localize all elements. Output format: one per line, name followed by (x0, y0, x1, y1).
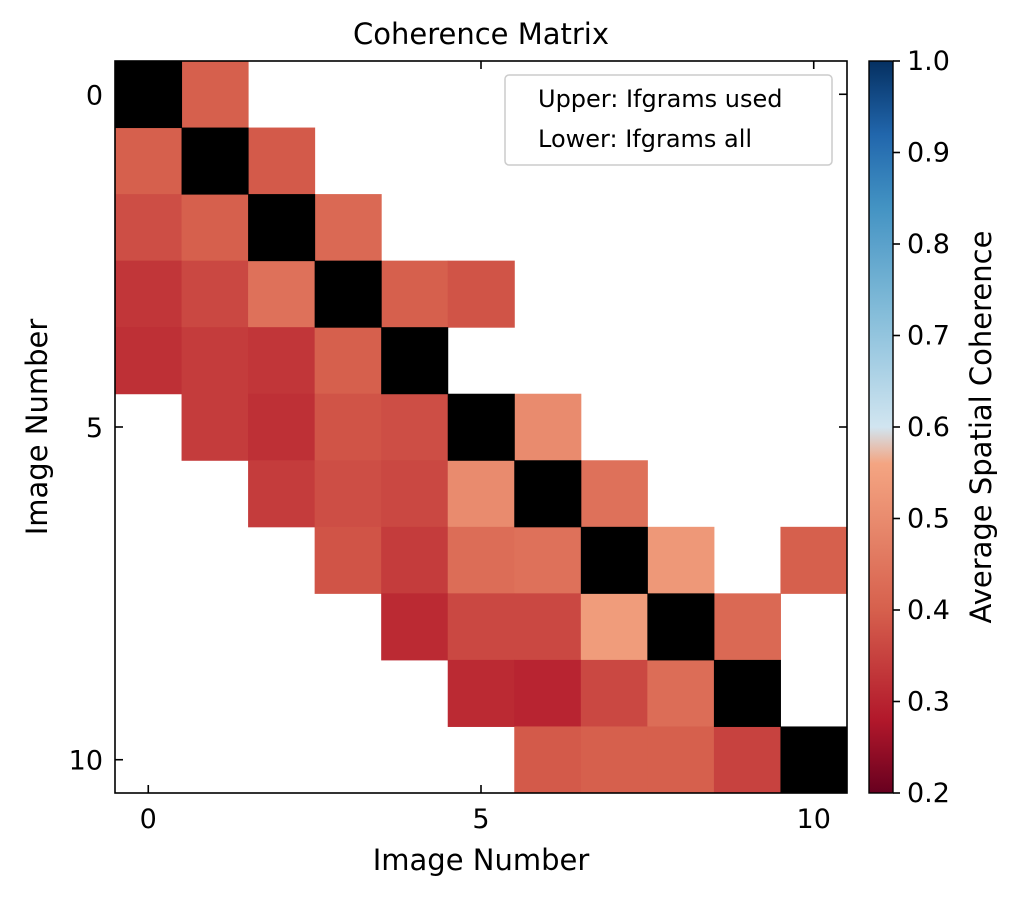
x-tick-label: 10 (797, 804, 831, 835)
legend-box: Upper: Ifgrams used Lower: Ifgrams all (504, 74, 833, 166)
heatmap-cell (381, 593, 449, 661)
heatmap-cell (447, 593, 515, 661)
y-tick-label: 0 (86, 80, 103, 111)
x-tick-label: 5 (472, 804, 489, 835)
colorbar-tick-label: 0.2 (907, 778, 950, 809)
colorbar-ticks: 0.2 0.3 0.4 0.5 0.6 0.7 0.8 0.9 1.0 (893, 46, 950, 809)
heatmap-diagonal-cell (115, 61, 183, 129)
heatmap-diagonal-cell (381, 327, 449, 395)
colorbar-gradient (868, 60, 894, 794)
heatmap-cell (248, 260, 316, 328)
heatmap-cell (580, 726, 648, 794)
heatmap-cell (181, 260, 249, 328)
heatmap-cell (514, 526, 582, 594)
heatmap-cell (780, 526, 848, 594)
heatmap-cell (514, 393, 582, 461)
colorbar-tick-label: 1.0 (907, 46, 950, 77)
colorbar-tick-label: 0.3 (907, 687, 950, 718)
x-axis-ticks: 0 5 10 (140, 61, 831, 835)
colorbar-tick-label: 0.9 (907, 138, 950, 169)
heatmap-cell (314, 526, 382, 594)
colorbar: 0.2 0.3 0.4 0.5 0.6 0.7 0.8 0.9 1.0 Average Spat… (868, 46, 998, 809)
heatmap-cell (514, 659, 582, 727)
colorbar-tick-label: 0.6 (907, 412, 950, 443)
y-tick-label: 10 (69, 746, 103, 777)
x-tick-label: 0 (140, 804, 157, 835)
heatmap-diagonal-cell (314, 260, 382, 328)
heatmap-cell (447, 659, 515, 727)
chart-title: Coherence Matrix (353, 17, 609, 51)
heatmap-cell (181, 393, 249, 461)
y-axis-ticks: 0 5 10 (69, 80, 847, 777)
heatmap-cell (514, 726, 582, 794)
heatmap-cell (314, 460, 382, 528)
heatmap-cell (381, 260, 449, 328)
heatmap-cell (181, 61, 249, 129)
heatmap-diagonal-cell (181, 127, 249, 195)
legend-entry-lower: Lower: Ifgrams all (538, 125, 752, 153)
colorbar-tick-label: 0.5 (907, 504, 950, 535)
heatmap-cell (647, 659, 715, 727)
heatmap-cell (381, 393, 449, 461)
heatmap-diagonal-cell (713, 659, 781, 727)
heatmap-cell (447, 526, 515, 594)
colorbar-tick-label: 0.7 (907, 321, 950, 352)
heatmap-cell (647, 526, 715, 594)
heatmap-cell (447, 260, 515, 328)
heatmap-diagonal-cell (580, 526, 648, 594)
legend-frame (504, 74, 833, 166)
heatmap-cell (115, 327, 183, 395)
heatmap-cell (248, 460, 316, 528)
heatmap-cell (447, 460, 515, 528)
heatmap-cell (314, 194, 382, 262)
colorbar-tick-label: 0.4 (907, 595, 950, 626)
colorbar-label: Average Spatial Coherence (964, 231, 998, 624)
heatmap-cell (314, 393, 382, 461)
heatmap-diagonal-cell (780, 726, 848, 794)
heatmap-diagonal-cell (248, 194, 316, 262)
heatmap-diagonal-cell (514, 460, 582, 528)
heatmap-cell (381, 460, 449, 528)
heatmap-cell (314, 327, 382, 395)
heatmap-cell (647, 726, 715, 794)
heatmap-cell (580, 659, 648, 727)
heatmap-cell (248, 327, 316, 395)
heatmap-cell (713, 593, 781, 661)
heatmap-cell (248, 127, 316, 195)
heatmap-diagonal-cell (447, 393, 515, 461)
heatmap-cell (181, 194, 249, 262)
y-tick-label: 5 (86, 413, 103, 444)
heatmap-cell (713, 726, 781, 794)
x-axis-label: Image Number (373, 843, 590, 877)
heatmap-cell (115, 260, 183, 328)
heatmap-cell (115, 127, 183, 195)
colorbar-tick-label: 0.8 (907, 229, 950, 260)
heatmap-cell (248, 393, 316, 461)
heatmap-cell (381, 526, 449, 594)
heatmap-cell (115, 194, 183, 262)
heatmap-diagonal-cell (647, 593, 715, 661)
y-axis-label: Image Number (20, 319, 54, 536)
heatmap-cell (580, 460, 648, 528)
heatmap-cell (181, 327, 249, 395)
heatmap-cells (115, 61, 848, 794)
legend-entry-upper: Upper: Ifgrams used (538, 85, 783, 113)
heatmap-cell (580, 593, 648, 661)
heatmap-cell (514, 593, 582, 661)
